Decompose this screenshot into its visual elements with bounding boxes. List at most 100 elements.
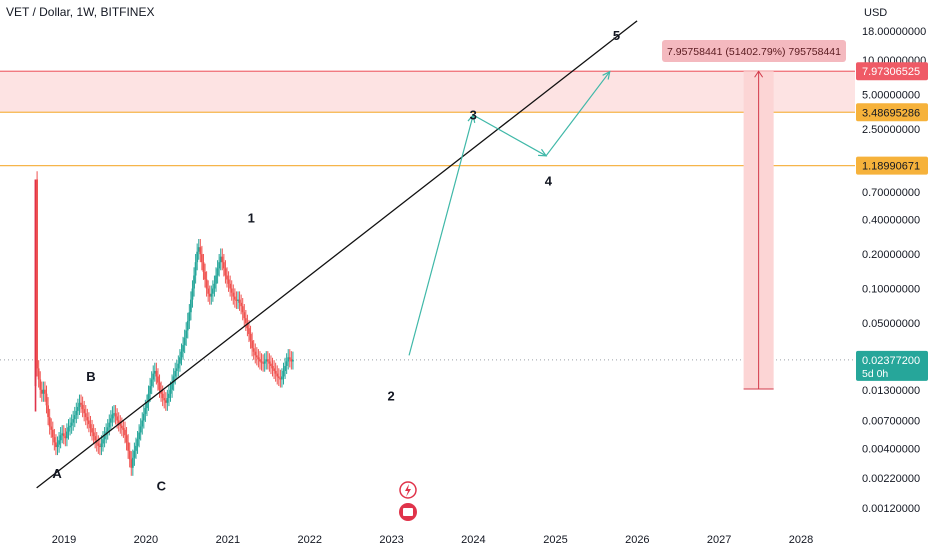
candle [55, 434, 57, 456]
candle [216, 260, 219, 284]
candle [288, 349, 291, 368]
candle-body [188, 312, 191, 321]
candle-body [39, 379, 42, 390]
candle-body [109, 418, 112, 423]
candle-body [204, 271, 206, 280]
candle [61, 425, 64, 444]
candle-body [106, 427, 109, 432]
candle-body [219, 256, 222, 263]
x-tick-label: 2020 [134, 534, 158, 546]
candle-body [262, 362, 265, 364]
candle [166, 389, 169, 411]
candle [48, 408, 51, 435]
candle [263, 353, 266, 372]
candle [37, 360, 40, 388]
projection-segment[interactable] [408, 114, 474, 356]
candle-body [45, 393, 48, 406]
x-tick-label: 2026 [625, 534, 649, 546]
price-scale[interactable]: USD [864, 7, 887, 19]
symbol-title: VET / Dollar, 1W, BITFINEX [6, 5, 154, 19]
candle-body [260, 361, 263, 363]
candle-body [237, 299, 239, 301]
candle-body [190, 299, 192, 313]
x-tick-label: 2027 [707, 534, 731, 546]
projection-segment[interactable] [472, 114, 547, 157]
candle [180, 343, 183, 366]
candle [111, 406, 114, 427]
candle-body [83, 409, 86, 414]
candle-body [175, 368, 178, 371]
candle-body [281, 376, 283, 380]
event-icons [399, 481, 417, 521]
x-tick-label: 2024 [461, 534, 485, 546]
candle [77, 398, 79, 419]
candle-body [273, 368, 275, 371]
candle-body [199, 247, 202, 255]
candle-body [211, 288, 214, 294]
candle [254, 343, 257, 364]
price-level-tag-bg [856, 103, 928, 122]
candle-body [254, 351, 257, 356]
candle [200, 245, 203, 271]
candle [238, 291, 241, 311]
candle-body [50, 426, 53, 430]
y-tick-label: 0.40000000 [862, 215, 920, 227]
candle-body [179, 357, 181, 364]
x-tick-label: 2019 [52, 534, 76, 546]
candle-body [221, 256, 224, 263]
candle-body [75, 410, 78, 416]
candle-body [282, 370, 285, 377]
candle-body [51, 429, 54, 438]
candle-body [169, 389, 172, 394]
candle-body [40, 389, 43, 394]
candle [279, 369, 282, 388]
last-price-tag-bg [856, 350, 928, 381]
currency-label: USD [864, 7, 887, 19]
candle-body [196, 251, 199, 263]
candle-body [238, 299, 241, 303]
candle [155, 362, 158, 385]
candle-body [186, 320, 189, 331]
y-tick-label: 18.00000000 [862, 26, 926, 38]
y-tick-label: 0.00220000 [862, 473, 920, 485]
projection-arrowhead [602, 70, 611, 80]
candle-body [98, 445, 101, 448]
candle-body [127, 442, 130, 451]
candle-body [257, 357, 260, 360]
candle [284, 357, 286, 379]
candle-body [174, 370, 177, 377]
candle-body [58, 440, 60, 445]
trend-line[interactable] [36, 20, 638, 489]
candle [122, 419, 125, 438]
candle [274, 362, 277, 382]
candle-body [133, 450, 136, 458]
candle [281, 368, 283, 388]
candle [141, 412, 144, 435]
projection-segment[interactable] [545, 71, 611, 157]
candle [285, 353, 288, 375]
candle-body [72, 419, 75, 423]
candle-body [158, 382, 161, 390]
projection-arrowhead [538, 148, 548, 157]
candle [243, 304, 246, 327]
candle-body [265, 359, 268, 362]
y-tick-label: 2.50000000 [862, 124, 920, 136]
candle [229, 275, 232, 297]
candle-body [274, 370, 277, 374]
candle [237, 291, 239, 309]
candle-body [288, 357, 291, 360]
candle-body [183, 337, 186, 346]
candle [34, 179, 37, 412]
candle-body [279, 377, 282, 380]
candle [246, 314, 249, 337]
candle-body [120, 425, 123, 429]
candle-body [119, 423, 122, 426]
candle [89, 415, 92, 437]
candle [244, 309, 247, 331]
candle-body [185, 330, 188, 338]
candle [226, 267, 228, 288]
candle [119, 415, 122, 434]
candle [193, 267, 195, 297]
